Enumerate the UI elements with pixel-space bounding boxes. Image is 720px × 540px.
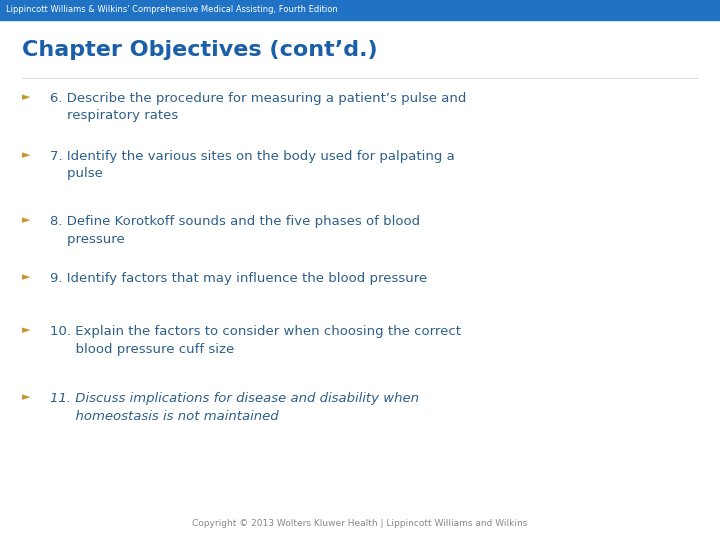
Text: Copyright © 2013 Wolters Kluwer Health | Lippincott Williams and Wilkins: Copyright © 2013 Wolters Kluwer Health |…: [192, 519, 528, 528]
Text: 10. Explain the factors to consider when choosing the correct
      blood pressu: 10. Explain the factors to consider when…: [50, 325, 461, 355]
Text: Chapter Objectives (cont’d.): Chapter Objectives (cont’d.): [22, 40, 377, 60]
Text: ►: ►: [22, 325, 30, 335]
Text: ►: ►: [22, 392, 30, 402]
Text: 9. Identify factors that may influence the blood pressure: 9. Identify factors that may influence t…: [50, 272, 427, 285]
Text: ►: ►: [22, 215, 30, 225]
Text: ►: ►: [22, 150, 30, 160]
Text: ►: ►: [22, 272, 30, 282]
Text: 8. Define Korotkoff sounds and the five phases of blood
    pressure: 8. Define Korotkoff sounds and the five …: [50, 215, 420, 246]
Bar: [0, 0, 720, 20]
Text: Lippincott Williams & Wilkins' Comprehensive Medical Assisting, Fourth Edition: Lippincott Williams & Wilkins' Comprehen…: [6, 5, 338, 15]
Text: 6. Describe the procedure for measuring a patient’s pulse and
    respiratory ra: 6. Describe the procedure for measuring …: [50, 92, 467, 123]
Text: ►: ►: [22, 92, 30, 102]
Text: 11. Discuss implications for disease and disability when
      homeostasis is no: 11. Discuss implications for disease and…: [50, 392, 419, 422]
Text: 7. Identify the various sites on the body used for palpating a
    pulse: 7. Identify the various sites on the bod…: [50, 150, 455, 180]
